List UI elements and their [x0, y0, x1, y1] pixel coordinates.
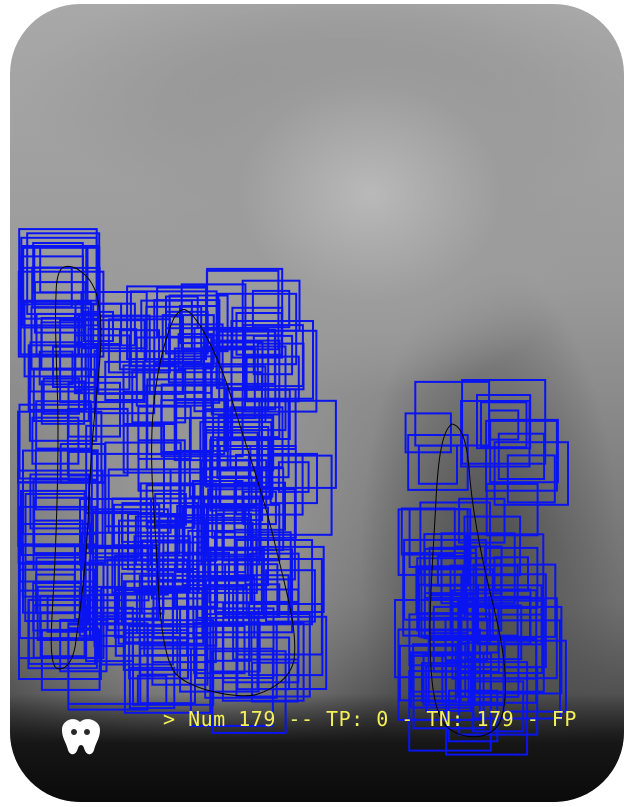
detection-box	[421, 662, 462, 703]
detection-box	[40, 628, 101, 691]
detection-box	[205, 426, 270, 488]
detection-box	[139, 647, 197, 705]
detection-box	[408, 508, 469, 568]
detection-box	[248, 603, 324, 677]
detection-box	[20, 236, 98, 306]
detection-box	[241, 279, 301, 332]
detection-box	[476, 394, 532, 450]
detection-box	[154, 493, 187, 526]
detection-box	[35, 573, 76, 615]
detection-box	[398, 644, 457, 702]
detection-box	[85, 606, 134, 663]
detection-box	[18, 505, 98, 583]
detection-box	[458, 497, 506, 544]
detection-box	[33, 245, 89, 306]
detection-box	[168, 294, 229, 353]
detection-box	[480, 401, 528, 449]
detection-box	[236, 636, 291, 691]
detection-box	[502, 639, 567, 713]
detection-box	[408, 670, 492, 752]
detection-box	[423, 547, 472, 599]
detection-box	[118, 329, 160, 371]
detection-box	[493, 556, 529, 592]
detection-box	[397, 628, 481, 721]
detection-box	[417, 444, 458, 485]
detection-box	[83, 547, 160, 620]
detection-box	[466, 604, 523, 661]
detection-box	[493, 441, 570, 506]
detection-box	[67, 627, 100, 659]
detection-box	[42, 377, 80, 415]
detection-box	[233, 481, 286, 531]
detection-box	[242, 490, 277, 526]
detection-box	[207, 488, 296, 581]
detection-box	[260, 545, 325, 614]
detection-box	[235, 453, 304, 516]
detection-box	[461, 379, 547, 465]
detection-box	[252, 334, 294, 376]
detection-box	[242, 324, 304, 388]
detection-box	[91, 510, 140, 559]
detection-box	[167, 323, 224, 384]
detection-box	[20, 489, 86, 556]
detection-box	[245, 355, 300, 403]
detection-box	[39, 245, 88, 294]
detection-box	[445, 661, 529, 756]
tooth-outline-left	[50, 266, 102, 670]
detection-box	[485, 482, 539, 537]
detection-box	[217, 414, 275, 472]
detection-box	[26, 232, 101, 315]
tooth-logo-icon	[62, 719, 100, 755]
detection-box	[177, 333, 215, 370]
detection-box	[195, 607, 275, 680]
detection-box	[146, 378, 226, 456]
detection-box	[87, 594, 119, 626]
detection-box	[269, 452, 319, 505]
detection-box	[456, 635, 520, 698]
detection-box	[187, 529, 236, 579]
detection-box	[489, 418, 559, 484]
detection-box	[23, 300, 93, 378]
tooth-outline-center	[151, 309, 296, 697]
detection-box	[244, 329, 318, 413]
detection-box	[151, 607, 217, 664]
detection-box	[440, 532, 516, 605]
detection-box	[410, 651, 473, 709]
detection-box	[423, 592, 475, 640]
detection-box	[249, 552, 300, 603]
detection-box	[27, 344, 87, 411]
detection-box	[87, 328, 138, 379]
detection-box	[484, 546, 539, 610]
detection-box	[222, 503, 281, 562]
detection-box	[404, 412, 452, 454]
detection-boxes	[17, 228, 570, 756]
status-readout: > Num 179 -- TP: 0 - TN: 179 - FP	[163, 707, 577, 731]
detection-box	[408, 613, 462, 667]
detection-box	[230, 320, 314, 400]
detection-box	[453, 545, 503, 595]
detection-box	[191, 480, 244, 525]
detection-box	[488, 409, 520, 441]
detection-box	[200, 459, 264, 522]
detection-box	[265, 569, 316, 623]
detection-box	[92, 302, 136, 347]
detection-box	[131, 369, 187, 424]
detection-box	[463, 515, 522, 577]
detection-box	[251, 289, 291, 329]
detection-box	[497, 432, 546, 481]
tooth-outline-right	[429, 423, 506, 738]
detection-box	[192, 535, 258, 594]
detection-box	[403, 538, 488, 621]
detection-box	[73, 314, 151, 395]
detection-box	[59, 319, 146, 404]
detection-box	[221, 622, 305, 702]
detection-box	[39, 611, 86, 658]
detection-box	[407, 434, 469, 491]
detection-box	[59, 618, 108, 673]
